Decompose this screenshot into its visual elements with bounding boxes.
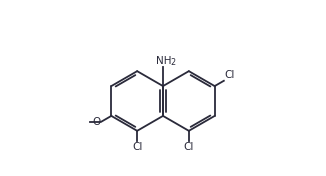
Text: NH: NH [156,56,172,66]
Text: Cl: Cl [225,70,235,80]
Text: 2: 2 [170,58,175,67]
Text: Cl: Cl [184,142,194,152]
Text: O: O [92,117,100,127]
Text: Cl: Cl [132,142,142,152]
